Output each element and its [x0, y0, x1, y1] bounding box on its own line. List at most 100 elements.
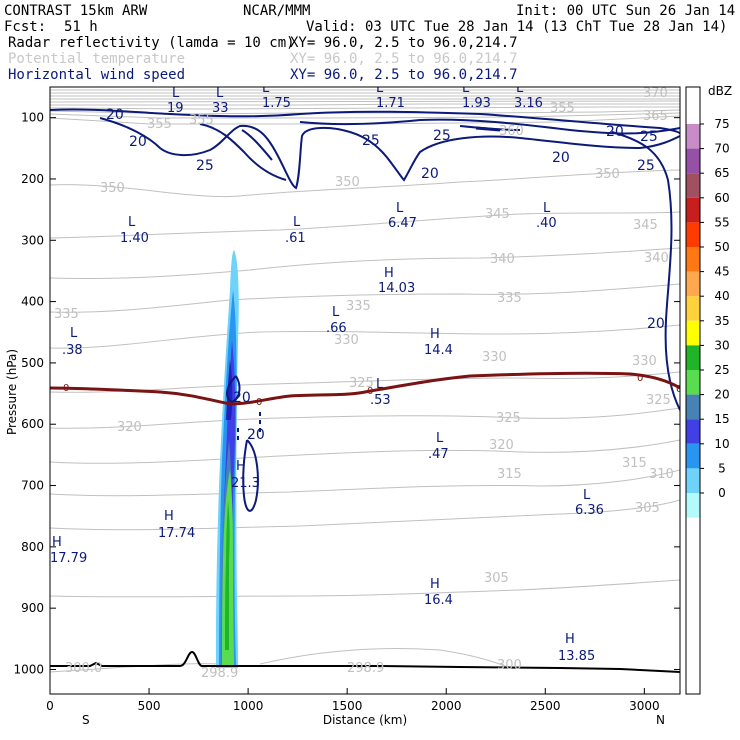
extremum-value: 1.40: [120, 231, 149, 246]
zero-contour-label: 0: [367, 386, 373, 397]
theta-label: 310: [649, 467, 674, 482]
theta-label: 298.9: [201, 666, 238, 681]
extremum-type: L: [436, 431, 444, 446]
extremum-type: L: [172, 86, 180, 101]
colorbar-swatch: [686, 148, 700, 174]
extremum-type: H: [384, 266, 394, 281]
field-wind-xy: XY= 96.0, 2.5 to 96.0,214.7: [290, 67, 518, 83]
x-axis: 0 500 1000 1500 2000 2500 3000: [46, 688, 660, 713]
reflectivity-plume: [216, 250, 239, 668]
wind-contour-label: 25: [433, 128, 451, 144]
colorbar-swatch: [686, 320, 700, 346]
field-reflectivity-name: Radar reflectivity (lamda = 10 cm): [8, 35, 295, 51]
colorbar-level-label: 75: [714, 117, 729, 131]
wind-contour-label: 25: [637, 158, 655, 174]
extremum-type: H: [236, 459, 246, 474]
wind-contour-label: 25: [196, 158, 214, 174]
colorbar-level-label: 60: [714, 191, 729, 205]
extremum-type: H: [164, 509, 174, 524]
valid-time: Valid: 03 UTC Tue 28 Jan 14 (13 ChT Tue …: [306, 19, 727, 35]
field-reflectivity-xy: XY= 96.0, 2.5 to 96.0,214.7: [290, 35, 518, 51]
extremum-value: 33: [212, 101, 229, 116]
wind-contour-label: 20: [421, 166, 439, 182]
theta-label: 325: [496, 411, 521, 426]
extremum-value: 1.75: [262, 96, 291, 111]
theta-label: 350: [595, 167, 620, 182]
forecast-value: 51 h: [64, 19, 98, 35]
field-wind-name: Horizontal wind speed: [8, 67, 185, 83]
colorbar-level-label: 40: [714, 289, 729, 303]
extremum-type: L: [396, 201, 404, 216]
extremum-type: L: [262, 81, 270, 96]
y-tick-label: 900: [21, 601, 44, 615]
colorbar-swatch: [686, 345, 700, 370]
extremum-type: H: [430, 577, 440, 592]
extremum-type: H: [430, 327, 440, 342]
colorbar-unit: dBZ: [708, 84, 732, 98]
colorbar-swatch: [686, 247, 700, 272]
theta-label: 298.9: [347, 661, 384, 676]
extremum-value: 6.36: [575, 503, 604, 518]
colorbar-frame: [685, 86, 701, 695]
colorbar-level-label: 15: [714, 412, 729, 426]
colorbar-level-label: 25: [714, 363, 729, 377]
x-tick-label: 0: [46, 699, 54, 713]
wind-contour-label: 20: [552, 150, 570, 166]
extremum-value: 17.79: [50, 551, 87, 566]
colorbar-level-label: 70: [714, 142, 729, 156]
endpoint-right: N: [656, 713, 665, 727]
plot-frame: [49, 86, 681, 695]
zero-contour-label: 0: [256, 397, 262, 408]
wind-labels: 20 20 25 25 20 25 20 25 20 25 20 20 20: [106, 107, 665, 443]
colorbar-level-label: 55: [714, 215, 729, 229]
x-tick-label: 2000: [431, 699, 462, 713]
theta-label: 350: [335, 175, 360, 190]
wind-contour-label: 20: [647, 316, 665, 332]
y-tick-label: 100: [21, 111, 44, 125]
field-theta-name: Potential temperature: [8, 51, 185, 67]
zero-contour-label: 0: [676, 384, 682, 395]
extremum-type: L: [583, 488, 591, 503]
colorbar-swatch: [686, 493, 700, 518]
extremum-value: 16.4: [424, 593, 453, 608]
y-tick-label: 700: [21, 479, 44, 493]
y-tick-label: 600: [21, 417, 44, 431]
theta-label: 330: [632, 354, 657, 369]
colorbar-swatch: [686, 394, 700, 420]
field-theta-xy: XY= 96.0, 2.5 to 96.0,214.7: [290, 51, 518, 67]
extremum-value: .61: [285, 231, 306, 246]
theta-label: 360: [499, 124, 524, 139]
colorbar-level-label: 65: [714, 166, 729, 180]
colorbar-level-label: 0: [718, 486, 726, 500]
extremum-value: 21.3: [231, 476, 260, 491]
x-axis-label: Distance (km): [323, 713, 407, 727]
extremum-type: L: [70, 326, 78, 341]
extremum-type: L: [376, 377, 384, 392]
theta-label: 335: [497, 291, 522, 306]
extremum-type: L: [376, 81, 384, 96]
extremum-value: 19: [167, 101, 184, 116]
extremum-type: L: [543, 201, 551, 216]
x-tick-label: 1000: [233, 699, 264, 713]
zero-contour-labels: 0 0 0 0 0: [63, 373, 682, 408]
extremum-type: L: [216, 86, 224, 101]
extremum-value: .40: [536, 216, 557, 231]
extremum-value: .53: [370, 393, 391, 408]
extremum-value: .66: [326, 321, 347, 336]
theta-label: 325: [646, 393, 671, 408]
endpoint-left: S: [82, 713, 90, 727]
colorbar-level-label: 30: [714, 338, 729, 352]
y-tick-label: 400: [21, 295, 44, 309]
extremum-value: .47: [428, 447, 449, 462]
extremum-value: 6.47: [388, 216, 417, 231]
extremum-type: L: [332, 305, 340, 320]
wind-contour-label: 20: [247, 427, 265, 443]
colorbar-level-label: 50: [714, 240, 729, 254]
extremum-value: 17.74: [158, 526, 195, 541]
theta-label: 315: [497, 467, 522, 482]
wind-contour-label: 20: [606, 124, 624, 140]
theta-dense-top: [50, 89, 680, 125]
x-tick-label: 2500: [530, 699, 561, 713]
theta-label: 300: [497, 658, 522, 673]
